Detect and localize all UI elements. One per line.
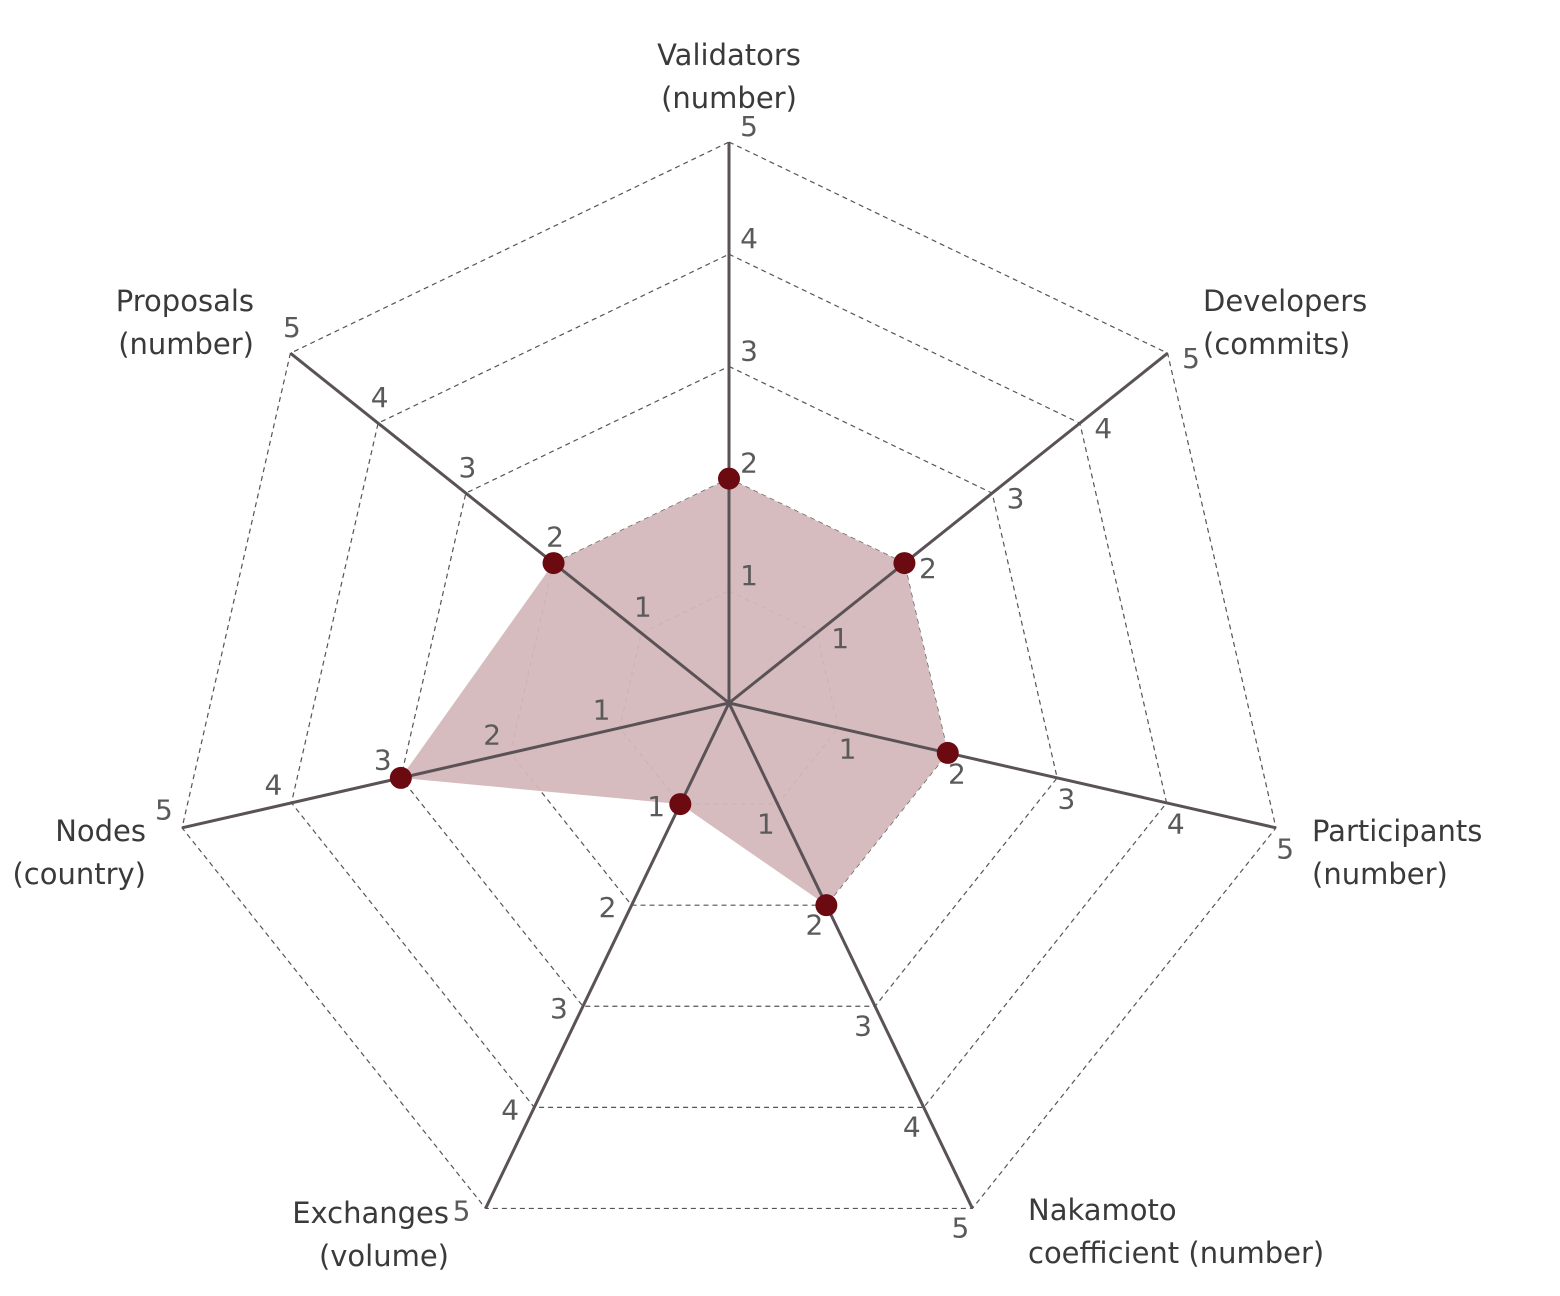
category-label: Proposals (number) xyxy=(115,284,254,361)
axis-tick-label: 3 xyxy=(854,1010,872,1043)
data-point xyxy=(669,793,692,816)
data-point xyxy=(389,766,412,789)
axis-tick-label: 1 xyxy=(831,622,849,655)
axis-line xyxy=(728,352,1169,705)
data-point xyxy=(815,894,838,917)
axis-tick-label: 3 xyxy=(740,334,758,367)
axis-tick-label: 1 xyxy=(634,591,652,624)
axis-tick-label: 4 xyxy=(371,381,389,414)
axis-tick-label: 1 xyxy=(740,559,758,592)
axis-tick-label: 1 xyxy=(839,733,857,766)
axis-tick-label: 5 xyxy=(1182,342,1200,375)
grid-ring xyxy=(181,141,1277,1210)
axis-tick-label: 2 xyxy=(806,908,824,941)
axis-tick-label: 4 xyxy=(903,1111,921,1144)
axis-tick-label: 5 xyxy=(283,311,301,344)
grid-ring xyxy=(290,253,1168,1108)
axis-tick-label: 2 xyxy=(599,891,617,924)
axis-tick-label: 5 xyxy=(155,793,173,826)
axis-tick-label: 4 xyxy=(1167,807,1185,840)
axis-tick-label: 3 xyxy=(1007,482,1025,515)
axis-tick-label: 5 xyxy=(740,110,758,143)
axis-tick-label: 5 xyxy=(952,1212,970,1245)
axis-tick-label: 2 xyxy=(948,758,966,791)
axis-tick-label: 3 xyxy=(374,744,392,777)
axis-tick-label: 1 xyxy=(757,807,775,840)
axis-line xyxy=(727,702,974,1210)
category-label: Exchanges (volume) xyxy=(292,1196,449,1273)
data-area xyxy=(400,478,948,906)
axis-tick-label: 2 xyxy=(483,719,501,752)
category-label: Nodes (country) xyxy=(12,814,146,891)
category-label: Validators (number) xyxy=(657,38,801,115)
axis-line xyxy=(181,701,730,830)
axis-tick-label: 4 xyxy=(740,222,758,255)
axis-tick-label: 3 xyxy=(458,451,476,484)
axis-tick-label: 3 xyxy=(1057,783,1075,816)
axis-tick-label: 4 xyxy=(264,768,282,801)
category-label: Participants (number) xyxy=(1312,814,1483,891)
axis-line xyxy=(289,352,730,705)
data-point xyxy=(936,741,959,764)
grid-ring xyxy=(400,365,1058,1007)
category-label: Nakamoto coefficient (number) xyxy=(1028,1193,1325,1270)
axis-line xyxy=(484,702,731,1210)
axis-tick-label: 2 xyxy=(740,447,758,480)
axis-tick-label: 1 xyxy=(593,694,611,727)
axis-tick-label: 3 xyxy=(550,992,568,1025)
data-point xyxy=(542,552,565,575)
axis-tick-label: 2 xyxy=(546,521,564,554)
axis-tick-label: 4 xyxy=(1094,412,1112,445)
data-point xyxy=(893,552,916,575)
category-label: Developers (commits) xyxy=(1203,284,1368,361)
axis-line xyxy=(728,701,1277,830)
data-point xyxy=(718,467,740,490)
axis-tick-label: 5 xyxy=(453,1194,471,1227)
axis-tick-label: 5 xyxy=(1276,832,1294,865)
axis-tick-label: 4 xyxy=(501,1093,519,1126)
axis-tick-label: 1 xyxy=(647,790,665,823)
axis-tick-label: 2 xyxy=(919,552,937,585)
